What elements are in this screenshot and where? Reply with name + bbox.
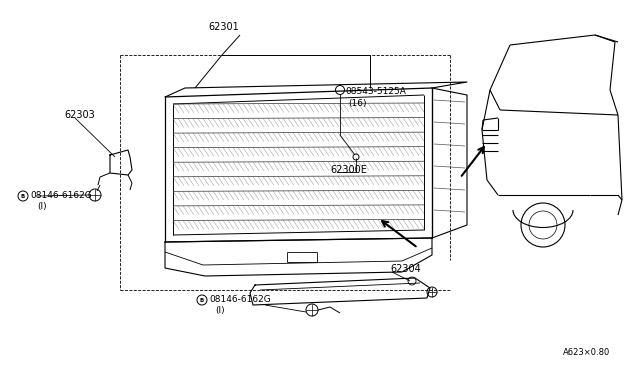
Text: A623×0.80: A623×0.80 [563, 348, 611, 357]
Text: 62301: 62301 [208, 22, 239, 32]
Text: 08146-6162G: 08146-6162G [30, 191, 92, 200]
Text: 08146-6162G: 08146-6162G [209, 295, 271, 304]
Text: 62303: 62303 [64, 110, 95, 120]
Text: 62300E: 62300E [330, 165, 367, 175]
Text: 08543-5125A: 08543-5125A [345, 87, 406, 96]
Text: (I): (I) [215, 306, 225, 315]
Text: 62304: 62304 [390, 264, 420, 274]
Text: B: B [200, 298, 204, 302]
Text: B: B [21, 193, 25, 199]
Text: (I): (I) [37, 202, 47, 211]
Text: (16): (16) [348, 99, 367, 108]
